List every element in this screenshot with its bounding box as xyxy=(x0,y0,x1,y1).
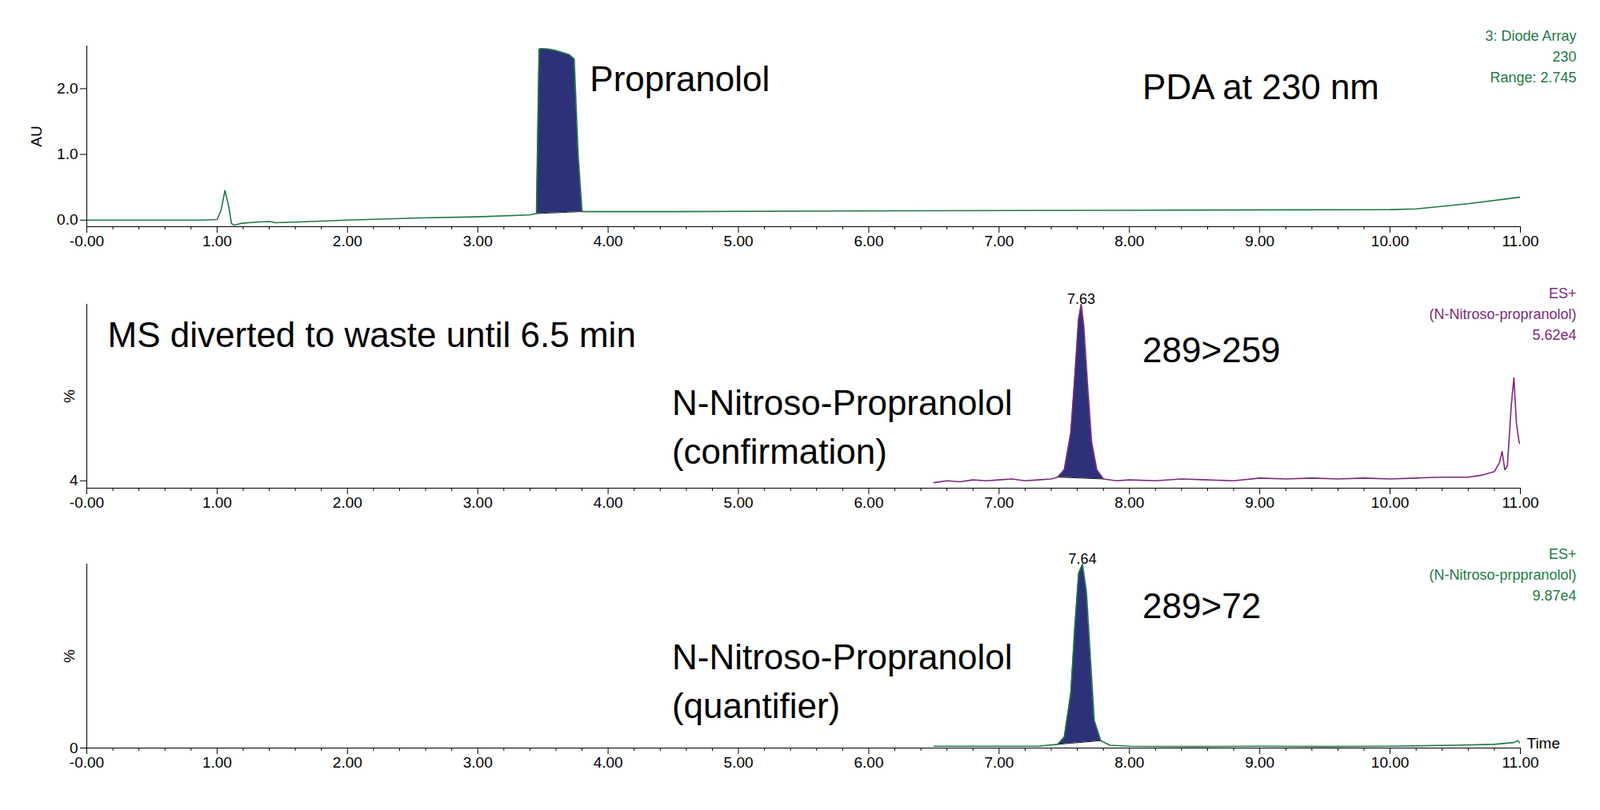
svg-text:7.63: 7.63 xyxy=(1067,291,1096,308)
svg-text:7.00: 7.00 xyxy=(984,754,1014,772)
svg-text:8.00: 8.00 xyxy=(1114,232,1144,250)
svg-text:7.64: 7.64 xyxy=(1068,551,1097,568)
svg-text:7.00: 7.00 xyxy=(984,232,1014,250)
svg-text:9.00: 9.00 xyxy=(1244,754,1275,772)
svg-text:5.00: 5.00 xyxy=(724,754,754,772)
svg-text:2.0: 2.0 xyxy=(56,80,78,97)
svg-text:5.00: 5.00 xyxy=(724,232,754,250)
svg-text:3.00: 3.00 xyxy=(463,494,493,512)
svg-text:0.0: 0.0 xyxy=(56,211,78,228)
svg-text:11.00: 11.00 xyxy=(1501,232,1539,250)
svg-text:289>72: 289>72 xyxy=(1142,586,1261,626)
svg-text:1.00: 1.00 xyxy=(202,232,232,250)
svg-text:10.00: 10.00 xyxy=(1371,494,1410,512)
svg-text:9.00: 9.00 xyxy=(1244,232,1275,250)
svg-text:4: 4 xyxy=(69,472,79,489)
svg-text:6.00: 6.00 xyxy=(853,494,884,512)
svg-text:6.00: 6.00 xyxy=(853,232,884,250)
svg-text:2.00: 2.00 xyxy=(332,494,363,512)
svg-text:3.00: 3.00 xyxy=(463,754,493,772)
svg-text:Propranolol: Propranolol xyxy=(589,59,770,99)
svg-text:289>259: 289>259 xyxy=(1142,330,1281,370)
svg-text:10.00: 10.00 xyxy=(1371,232,1410,250)
svg-text:10.00: 10.00 xyxy=(1371,754,1410,772)
svg-text:N-Nitroso-Propranolol(confirma: N-Nitroso-Propranolol(confirmation) xyxy=(672,383,1012,472)
svg-text:1.00: 1.00 xyxy=(202,494,232,512)
svg-text:Time: Time xyxy=(1527,735,1561,752)
svg-text:%: % xyxy=(60,649,78,664)
svg-text:0: 0 xyxy=(69,740,79,757)
svg-text:2.00: 2.00 xyxy=(332,232,363,250)
svg-text:3.00: 3.00 xyxy=(463,232,493,250)
svg-text:N-Nitroso-Propranolol(quantifi: N-Nitroso-Propranolol(quantifier) xyxy=(672,637,1012,726)
svg-text:9.00: 9.00 xyxy=(1244,494,1275,512)
svg-text:8.00: 8.00 xyxy=(1114,754,1144,772)
svg-text:11.00: 11.00 xyxy=(1501,754,1539,772)
svg-text:11.00: 11.00 xyxy=(1501,494,1539,512)
svg-text:3: Diode Array230Range: 2.745: 3: Diode Array230Range: 2.745 xyxy=(1484,28,1576,86)
svg-text:%: % xyxy=(60,389,78,404)
svg-text:-0.00: -0.00 xyxy=(69,494,104,512)
svg-text:8.00: 8.00 xyxy=(1114,494,1144,512)
svg-text:4.00: 4.00 xyxy=(593,494,624,512)
svg-text:6.00: 6.00 xyxy=(853,754,884,772)
svg-text:ES+(N-Nitroso-propranolol)5.62: ES+(N-Nitroso-propranolol)5.62e4 xyxy=(1428,285,1576,344)
svg-text:2.00: 2.00 xyxy=(332,754,363,772)
svg-text:AU: AU xyxy=(28,125,45,147)
svg-text:-0.00: -0.00 xyxy=(69,232,104,250)
svg-text:5.00: 5.00 xyxy=(724,494,754,512)
svg-text:-0.00: -0.00 xyxy=(69,754,104,772)
svg-text:PDA at 230 nm: PDA at 230 nm xyxy=(1142,67,1380,107)
svg-text:1.00: 1.00 xyxy=(202,754,232,772)
svg-text:1.0: 1.0 xyxy=(56,145,78,163)
svg-text:4.00: 4.00 xyxy=(593,232,624,250)
svg-text:7.00: 7.00 xyxy=(984,494,1014,512)
svg-text:ES+(N-Nitroso-prppranolol)9.87: ES+(N-Nitroso-prppranolol)9.87e4 xyxy=(1428,546,1576,604)
svg-text:4.00: 4.00 xyxy=(593,754,624,772)
svg-text:MS diverted to waste until 6.5: MS diverted to waste until 6.5 min xyxy=(108,315,636,355)
